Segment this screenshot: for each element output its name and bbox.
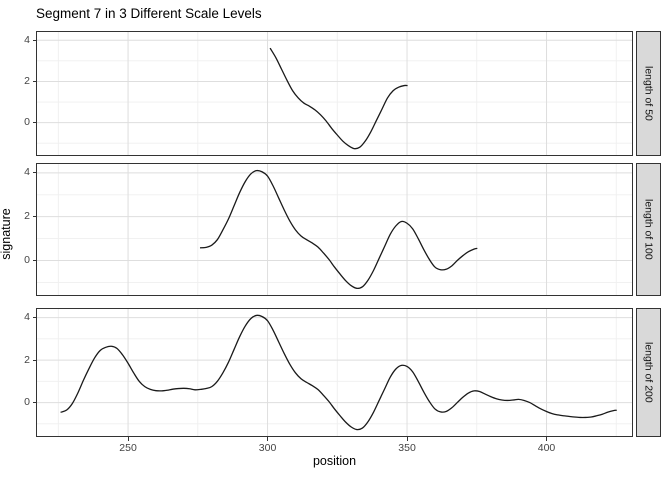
panel-border — [36, 31, 633, 156]
y-tick-mark — [32, 359, 36, 361]
y-tick-label: 2 — [24, 74, 30, 87]
x-axis-label: position — [312, 454, 357, 468]
y-tick-label: 0 — [24, 116, 30, 129]
y-tick-label: 2 — [24, 353, 30, 366]
y-tick-mark — [32, 122, 36, 124]
x-tick-label: 400 — [537, 442, 556, 454]
y-tick-label: 0 — [24, 396, 30, 409]
facet-strip-label: length of 100 — [642, 199, 655, 260]
x-tick-mark — [546, 437, 548, 441]
panel-border — [36, 163, 633, 296]
y-tick-label: 4 — [24, 311, 30, 324]
x-tick-mark — [127, 437, 129, 441]
chart-title: Segment 7 in 3 Different Scale Levels — [36, 6, 262, 21]
x-tick-mark — [267, 437, 269, 441]
facet-strip: length of 100 — [636, 163, 661, 296]
y-tick-label: 0 — [24, 254, 30, 266]
panel-background — [36, 308, 633, 437]
panel-background — [36, 163, 633, 296]
x-tick-label: 350 — [398, 442, 416, 454]
y-tick-label: 2 — [24, 210, 30, 223]
signature-curve — [269, 47, 408, 150]
x-tick-label: 250 — [119, 442, 137, 454]
signature-curve — [60, 314, 617, 431]
y-tick-mark — [32, 402, 36, 404]
y-tick-mark — [32, 216, 36, 218]
y-tick-label: 4 — [24, 166, 30, 179]
y-tick-mark — [32, 260, 36, 261]
x-tick-label: 300 — [258, 442, 277, 454]
facet-panel-2 — [36, 163, 633, 296]
facet-strip-label: length of 200 — [642, 342, 655, 403]
signature-curve — [199, 169, 478, 290]
y-tick-mark — [32, 80, 36, 82]
y-tick-mark — [32, 39, 36, 41]
facet-strip: length of 50 — [636, 31, 661, 156]
y-tick-mark — [32, 317, 36, 319]
y-axis-label: signature — [0, 208, 13, 260]
facet-strip: length of 200 — [636, 308, 661, 437]
facet-panel-3 — [36, 308, 633, 437]
panel-border — [36, 308, 633, 437]
panel-background — [36, 31, 633, 156]
y-tick-label: 4 — [24, 33, 30, 46]
facet-strip-label: length of 50 — [642, 66, 655, 121]
facet-panel-1 — [36, 31, 633, 156]
x-tick-mark — [406, 437, 408, 441]
y-tick-mark — [32, 172, 36, 174]
